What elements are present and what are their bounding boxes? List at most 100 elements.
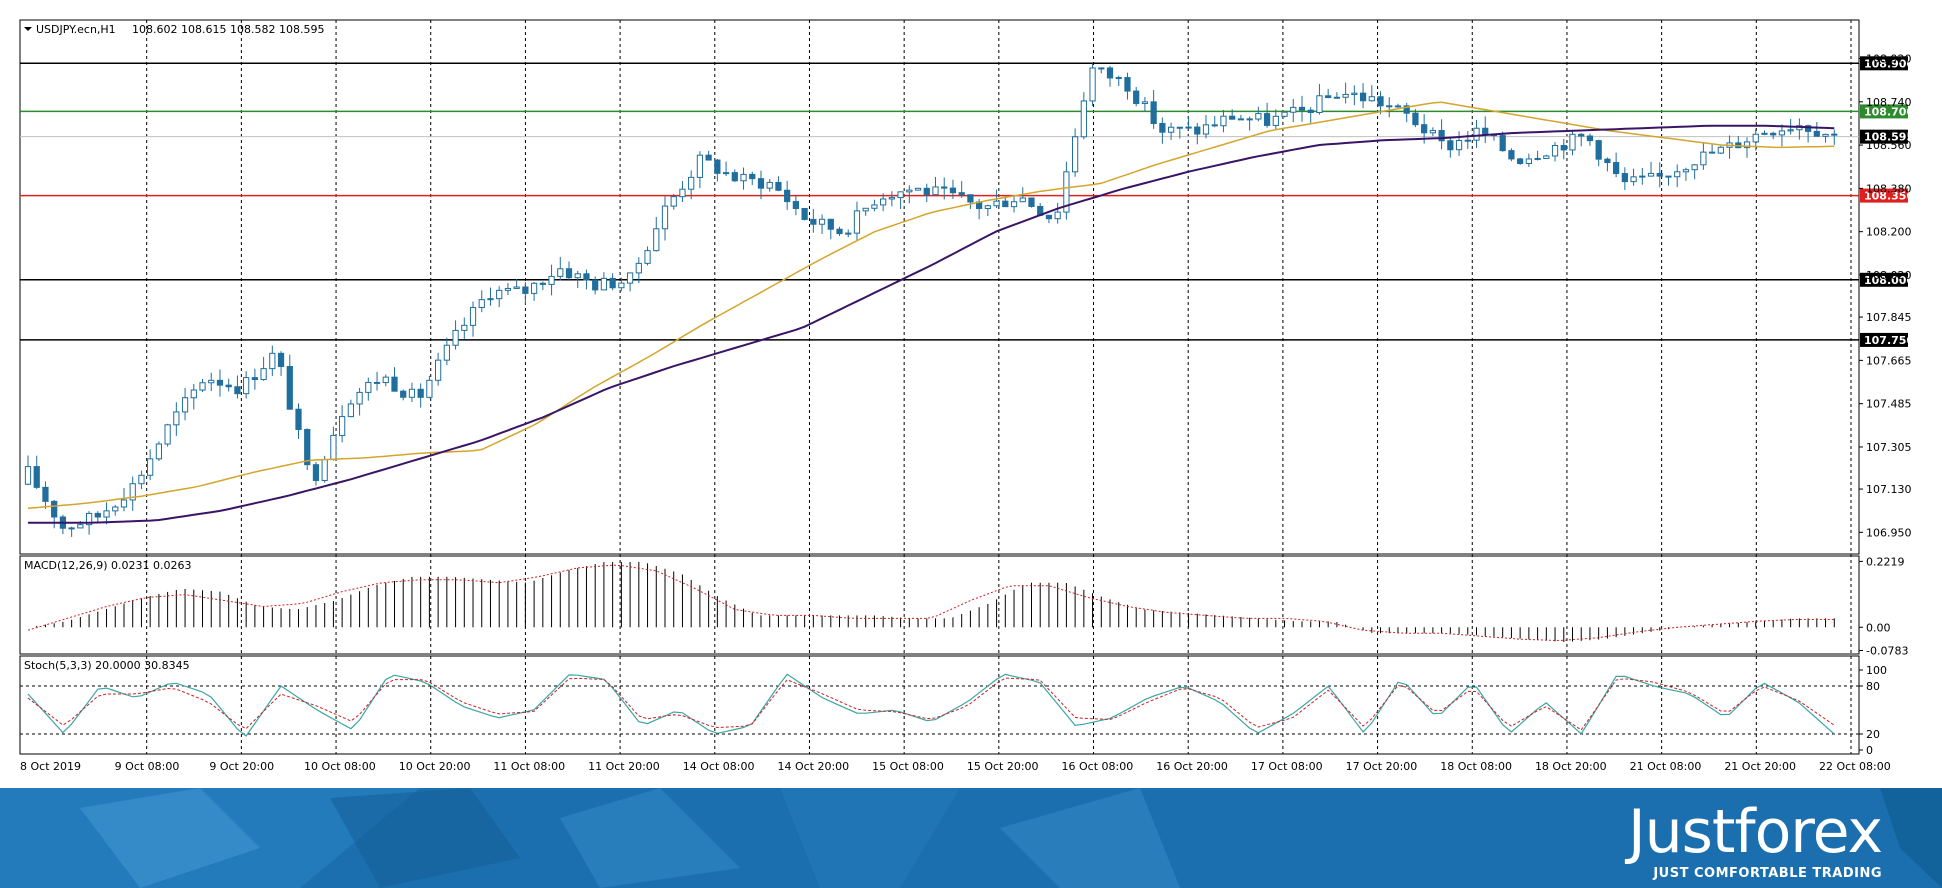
candle-body (42, 486, 49, 502)
candle-body (312, 464, 320, 481)
candle-body (583, 273, 590, 281)
candle-body (269, 352, 276, 370)
macd-pane[interactable]: MACD(12,26,9) 0.0231 0.0263 (19, 555, 1860, 655)
candle-body (1551, 145, 1559, 157)
candle-body (339, 416, 346, 436)
candle-body (1019, 197, 1026, 203)
candle-body (1464, 139, 1471, 142)
candle-body (757, 178, 765, 189)
candle-body (1316, 95, 1323, 114)
stoch-pane-frame (19, 655, 1860, 755)
candle-body (513, 286, 520, 289)
candle-body (1002, 200, 1009, 208)
y-tick-label: 107.130 (1866, 483, 1912, 496)
y-axis-labels: 108.920 108.740 108.560 108.380 108.200 108.0… (1859, 52, 1912, 757)
candle-body (949, 187, 957, 194)
candle-body (181, 397, 189, 413)
candle-body (993, 200, 1000, 207)
candle-body (827, 218, 834, 230)
candle-body (1377, 96, 1384, 107)
candle-body (1202, 124, 1210, 135)
x-tick-label: 8 Oct 2019 (20, 760, 81, 773)
x-tick-label: 10 Oct 08:00 (304, 760, 376, 773)
y-tick-label: 108.200 (1866, 226, 1912, 239)
candle-body (853, 210, 861, 234)
candle-body (705, 154, 712, 161)
candle-body (1298, 106, 1306, 111)
x-tick-label: 17 Oct 20:00 (1346, 760, 1418, 773)
candle-body (1630, 176, 1637, 183)
candle-body (1743, 141, 1751, 149)
candle-body (565, 268, 573, 279)
level-label: 108.900 (1864, 57, 1914, 70)
candle-body (1089, 67, 1096, 102)
candle-body (1595, 140, 1602, 160)
candle-body (731, 172, 738, 182)
level-label: 108.700 (1864, 105, 1914, 118)
level-label: 107.750 (1864, 334, 1914, 347)
candle-body (155, 443, 163, 460)
candle-body (1325, 95, 1332, 99)
y-tick-label: 108.380 (1866, 182, 1912, 195)
price-pane[interactable]: USDJPY.ecn,H1 108.602 108.615 108.582 10… (19, 19, 1914, 555)
level-label: 108.000 (1864, 274, 1914, 287)
candle-body (1770, 132, 1777, 136)
candle-body (112, 506, 119, 512)
candle-body (251, 377, 258, 381)
candle-body (1263, 113, 1271, 126)
candle-body (1822, 133, 1829, 137)
candle-body (33, 466, 40, 488)
macd-tick-label: -0.0783 (1866, 645, 1908, 658)
stoch-pane[interactable]: Stoch(5,3,3) 20.0000 30.8345 (19, 655, 1860, 755)
candle-body (391, 376, 398, 392)
candle-body (487, 298, 494, 301)
level-badge (1860, 188, 1908, 203)
candle-body (1071, 136, 1079, 173)
y-tick-label: 108.740 (1866, 96, 1912, 109)
candle-body (304, 429, 311, 466)
candle-body (1586, 135, 1594, 142)
candle-body (382, 376, 389, 384)
candle-body (1368, 96, 1375, 102)
y-tick-label: 107.485 (1866, 398, 1912, 411)
candle-body (932, 186, 939, 196)
candle-body (862, 207, 869, 212)
candle-body (1159, 123, 1166, 133)
candle-body (1220, 115, 1227, 127)
candle-body (801, 207, 808, 220)
candle-body (129, 483, 136, 501)
candle-body (225, 384, 232, 388)
candle-body (1150, 101, 1157, 125)
chart-menu-icon[interactable] (24, 27, 32, 31)
candle-body (1813, 130, 1820, 137)
candle-body (635, 262, 642, 274)
x-tick-label: 10 Oct 20:00 (399, 760, 471, 773)
candle-body (679, 188, 686, 198)
candle-body (1534, 157, 1541, 160)
candle-body (1621, 173, 1628, 183)
candle-body (504, 287, 512, 291)
y-tick-label: 108.920 (1866, 52, 1912, 65)
candle-body (941, 186, 948, 189)
candle-body (1010, 201, 1018, 208)
x-tick-label: 18 Oct 08:00 (1440, 760, 1512, 773)
candle-body (68, 527, 75, 530)
candle-body (1412, 112, 1419, 126)
level-badge (1860, 56, 1908, 71)
candle-body (574, 273, 581, 279)
macd-histogram (27, 561, 1835, 643)
candle-body (810, 218, 817, 225)
candle-body (784, 189, 791, 203)
candle-body (1499, 135, 1506, 152)
candle-body (670, 196, 677, 207)
candle-body (1194, 126, 1201, 135)
candle-body (426, 379, 433, 398)
candle-body (1787, 129, 1794, 132)
candle-body (1665, 175, 1672, 178)
trading-chart[interactable]: USDJPY.ecn,H1 108.602 108.615 108.582 10… (0, 0, 1942, 788)
level-label: 108.595 (1864, 131, 1914, 144)
y-tick-label: 106.950 (1866, 526, 1912, 539)
candle-body (539, 282, 546, 285)
brand-logo: Justforex JUST COMFORTABLE TRADING (1628, 800, 1883, 881)
candle-body (147, 458, 154, 476)
